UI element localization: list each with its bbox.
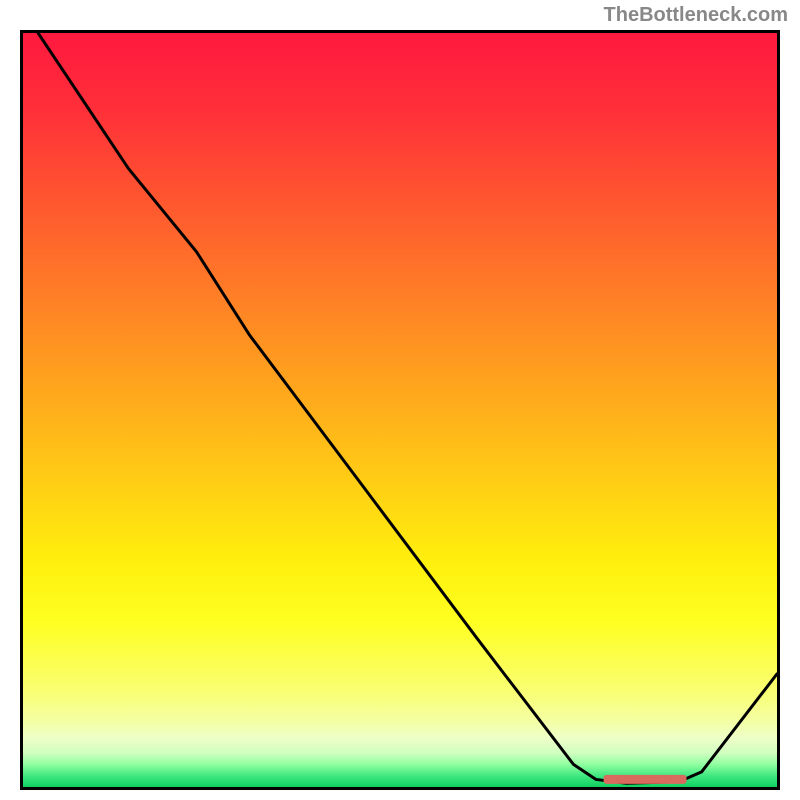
plot-area	[20, 30, 780, 790]
watermark-text: TheBottleneck.com	[604, 4, 788, 27]
optimal-marker	[23, 33, 777, 787]
bottleneck-chart	[20, 30, 780, 790]
